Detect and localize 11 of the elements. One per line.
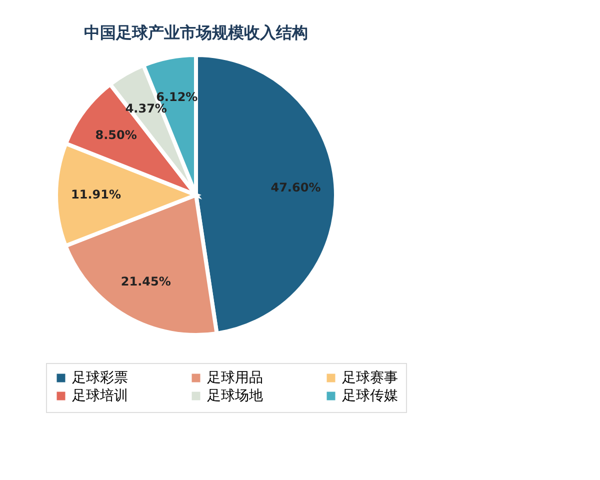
- data-label: 21.45%: [120, 274, 171, 289]
- legend-label: 足球场地: [207, 388, 263, 404]
- legend-label: 足球彩票: [72, 370, 128, 386]
- legend-label: 足球赛事: [342, 370, 398, 386]
- data-label: 11.91%: [71, 188, 121, 202]
- legend-label: 足球用品: [207, 370, 263, 386]
- chart-title: 中国足球产业市场规模收入结构: [84, 23, 308, 42]
- legend-label: 足球培训: [72, 388, 128, 404]
- data-label: 47.60%: [270, 180, 321, 195]
- data-label: 8.50%: [95, 128, 137, 142]
- legend-label: 足球传媒: [342, 388, 398, 404]
